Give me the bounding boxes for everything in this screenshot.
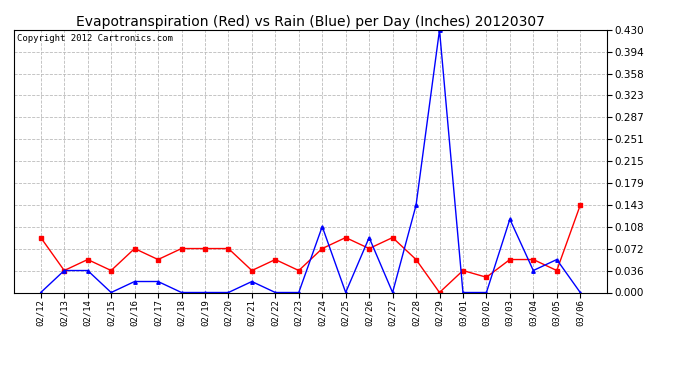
Text: Copyright 2012 Cartronics.com: Copyright 2012 Cartronics.com [17, 34, 172, 43]
Title: Evapotranspiration (Red) vs Rain (Blue) per Day (Inches) 20120307: Evapotranspiration (Red) vs Rain (Blue) … [76, 15, 545, 29]
